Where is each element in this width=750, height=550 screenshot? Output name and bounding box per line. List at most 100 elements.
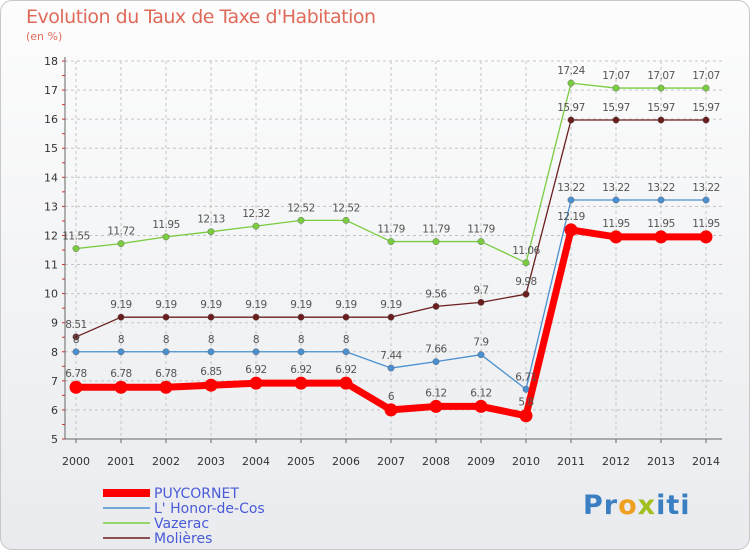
y-tick-label: 12 xyxy=(44,229,58,242)
series-point xyxy=(252,222,260,230)
series-point xyxy=(432,358,440,366)
data-label: 15.97 xyxy=(602,102,630,114)
series-point xyxy=(162,233,170,241)
data-label: 13.22 xyxy=(647,182,675,194)
series-point xyxy=(387,313,395,321)
series-point xyxy=(204,378,218,392)
data-label: 9.19 xyxy=(335,299,356,311)
series-point xyxy=(657,116,665,124)
x-tick-label: 2008 xyxy=(422,455,450,468)
y-tick-label: 10 xyxy=(44,288,58,301)
series-point xyxy=(387,364,395,372)
data-label: 11.79 xyxy=(422,224,450,236)
data-label: 8 xyxy=(208,334,214,346)
proxiti-logo[interactable]: Proxiti xyxy=(583,490,691,521)
data-label: 11.95 xyxy=(152,219,180,231)
data-label: 6.12 xyxy=(470,387,491,399)
series-point xyxy=(567,79,575,87)
data-label: 17.07 xyxy=(602,70,630,82)
data-label: 6 xyxy=(388,391,395,403)
x-tick-label: 2005 xyxy=(287,455,315,468)
series-point xyxy=(384,403,398,417)
data-label: 11.79 xyxy=(467,224,495,236)
legend-label: Molières xyxy=(154,531,212,547)
series-point xyxy=(297,313,305,321)
data-label: 11.06 xyxy=(512,245,540,257)
series-point xyxy=(342,348,350,356)
series-point xyxy=(612,84,620,92)
series-point xyxy=(564,223,578,237)
data-label: 9.19 xyxy=(245,299,266,311)
y-tick-label: 7 xyxy=(51,375,58,388)
series-point xyxy=(252,348,260,356)
series-point xyxy=(519,409,533,423)
series-point xyxy=(207,348,215,356)
data-label: 8.51 xyxy=(65,319,86,331)
series-point xyxy=(69,380,83,394)
data-label: 13.22 xyxy=(602,182,630,194)
series-point xyxy=(159,380,173,394)
data-label: 13.22 xyxy=(692,182,720,194)
data-label: 8 xyxy=(163,334,169,346)
series-point xyxy=(297,216,305,224)
series-point xyxy=(522,290,530,298)
series-point xyxy=(162,313,170,321)
x-tick-label: 2010 xyxy=(512,455,540,468)
data-label: 7.9 xyxy=(473,337,488,349)
x-tick-label: 2012 xyxy=(602,455,630,468)
data-label: 9.7 xyxy=(473,284,488,296)
y-tick-label: 15 xyxy=(44,142,58,155)
y-tick-label: 9 xyxy=(51,317,58,330)
data-label: 6.92 xyxy=(335,364,356,376)
y-tick-label: 11 xyxy=(44,259,58,272)
data-label: 11.72 xyxy=(107,226,135,238)
series-point xyxy=(339,376,353,390)
series-point xyxy=(612,116,620,124)
data-label: 11.95 xyxy=(692,218,720,230)
x-tick-label: 2009 xyxy=(467,455,495,468)
x-tick-label: 2003 xyxy=(197,455,225,468)
data-label: 8 xyxy=(253,334,259,346)
data-label: 6.78 xyxy=(155,368,176,380)
x-tick-label: 2013 xyxy=(647,455,675,468)
series-point xyxy=(342,313,350,321)
axes xyxy=(62,57,722,443)
y-tick-label: 6 xyxy=(51,404,58,417)
data-label: 15.97 xyxy=(647,102,675,114)
series-point xyxy=(114,380,128,394)
y-tick-label: 13 xyxy=(44,200,58,213)
data-label: 6.92 xyxy=(245,364,266,376)
data-label: 12.52 xyxy=(332,202,360,214)
data-label: 6.85 xyxy=(200,366,221,378)
series-point xyxy=(252,313,260,321)
series-point xyxy=(657,196,665,204)
data-label: 17.24 xyxy=(557,65,585,77)
series-point xyxy=(567,196,575,204)
series-point xyxy=(432,238,440,245)
data-label: 12.19 xyxy=(557,211,585,223)
data-label: 9.19 xyxy=(155,299,176,311)
chart-subtitle: (en %) xyxy=(26,30,63,43)
data-label: 7.66 xyxy=(425,344,447,356)
series-point xyxy=(522,385,530,393)
series-point xyxy=(72,348,80,356)
data-label: 6.12 xyxy=(425,387,446,399)
data-label: 8 xyxy=(118,334,124,346)
data-label: 12.52 xyxy=(287,202,315,214)
data-label: 9.19 xyxy=(110,299,131,311)
y-tick-label: 8 xyxy=(51,346,58,359)
series-point xyxy=(72,245,80,252)
data-label: 6.71 xyxy=(515,371,536,383)
series-point xyxy=(702,84,710,92)
data-label: 6.78 xyxy=(110,368,131,380)
series-point xyxy=(522,259,530,267)
series-point xyxy=(297,348,305,356)
series-point xyxy=(657,84,665,92)
series-point xyxy=(429,399,443,413)
data-label: 15.97 xyxy=(557,102,585,114)
series-point xyxy=(699,230,713,244)
data-label: 17.07 xyxy=(647,70,675,82)
series-point xyxy=(207,228,215,236)
